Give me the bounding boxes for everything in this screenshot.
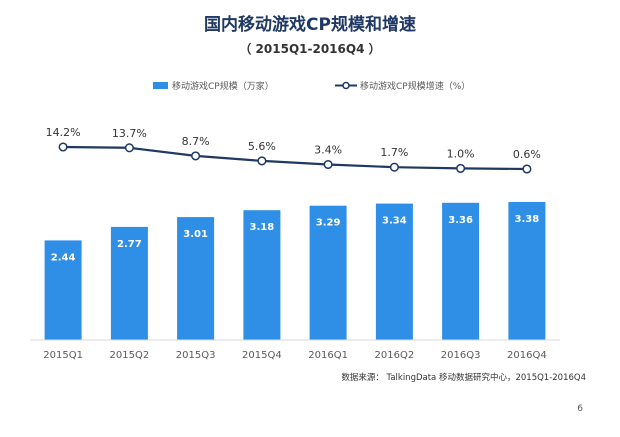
x-tick-label: 2016Q1 xyxy=(308,350,348,361)
growth-value-label: 1.0% xyxy=(447,147,475,160)
bar-2016Q2 xyxy=(375,203,413,340)
chart-subtitle: （ 2015Q1-2016Q4 ） xyxy=(239,42,381,56)
bar-value-label: 3.01 xyxy=(183,229,208,240)
growth-point-2015Q3 xyxy=(191,151,201,161)
growth-point-2015Q4 xyxy=(257,156,267,166)
bar-value-label: 2.77 xyxy=(117,239,142,250)
growth-point-2016Q3 xyxy=(456,163,466,173)
growth-value-label: 14.2% xyxy=(46,126,81,139)
bar-series: 2.44 2.77 3.01 3.18 3.29 3.34 3.36 3.38 xyxy=(30,202,560,341)
x-axis-ticks: 2015Q1 2015Q2 2015Q3 2015Q4 2016Q1 2016Q2 2016… xyxy=(43,350,546,361)
x-tick-label: 2016Q4 xyxy=(507,350,547,361)
growth-value-label: 0.6% xyxy=(513,148,541,161)
legend-line-marker xyxy=(342,81,350,90)
bar-2015Q3 xyxy=(177,217,215,340)
bar-value-label: 3.36 xyxy=(448,215,473,226)
bar-value-label: 3.34 xyxy=(382,216,407,227)
bar-value-label: 3.29 xyxy=(316,218,341,229)
growth-point-2016Q1 xyxy=(323,159,333,170)
legend-bar-label: 移动游戏CP规模（万家） xyxy=(172,80,274,92)
growth-point-2016Q2 xyxy=(389,162,399,172)
x-tick-label: 2016Q2 xyxy=(375,350,415,361)
growth-point-2015Q2 xyxy=(124,143,134,153)
x-tick-label: 2015Q2 xyxy=(110,350,150,361)
bar-value-label: 3.38 xyxy=(515,214,540,225)
growth-value-label: 1.7% xyxy=(380,146,408,159)
page-number: 6 xyxy=(577,404,583,414)
growth-value-label: 3.4% xyxy=(314,144,342,157)
legend-bar-swatch xyxy=(153,82,168,89)
growth-value-label: 13.7% xyxy=(112,127,147,140)
bar-2015Q1 xyxy=(44,240,82,340)
source-note: 数据来源： TalkingData 移动数据研究中心，2015Q1-2016Q4 xyxy=(341,373,586,383)
growth-value-label: 5.6% xyxy=(248,140,276,153)
x-tick-label: 2015Q4 xyxy=(242,350,282,361)
bar-value-label: 2.44 xyxy=(51,252,76,263)
legend-line-label: 移动游戏CP规模增速（%） xyxy=(360,80,470,92)
chart-title: 国内移动游戏CP规模和增速 xyxy=(204,15,416,35)
growth-value-label: 8.7% xyxy=(182,135,210,148)
x-tick-label: 2015Q3 xyxy=(176,350,216,361)
x-tick-label: 2016Q3 xyxy=(441,350,481,361)
bar-2015Q2 xyxy=(110,226,148,340)
growth-line xyxy=(63,145,527,171)
line-series: 14.2% 13.7% 8.7% 5.6% 3.4% 1.7% 1.0% 0.6% xyxy=(46,126,541,174)
bar-2016Q3 xyxy=(442,202,480,340)
bar-2015Q4 xyxy=(243,210,281,340)
growth-point-2016Q4 xyxy=(522,164,532,174)
bar-2016Q4 xyxy=(508,202,546,340)
bar-2016Q1 xyxy=(309,205,347,340)
growth-point-2015Q1 xyxy=(58,142,68,152)
legend: 移动游戏CP规模（万家） 移动游戏CP规模增速（%） xyxy=(153,80,470,92)
x-tick-label: 2015Q1 xyxy=(43,350,83,361)
bar-value-label: 3.18 xyxy=(250,222,275,233)
